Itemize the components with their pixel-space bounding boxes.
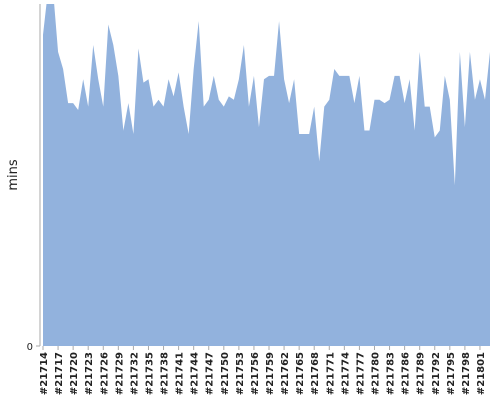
x-tick-label: #21729 [114, 352, 125, 395]
x-tick-label: #21723 [84, 352, 95, 395]
x-tick-label: #21792 [431, 352, 442, 395]
x-tick-label: #21747 [205, 352, 216, 395]
x-tick-label: #21786 [401, 352, 412, 395]
area [43, 4, 490, 346]
x-tick-label: #21720 [69, 352, 80, 395]
plot-area [43, 4, 490, 346]
x-tick-label: #21756 [250, 352, 261, 395]
x-tick-label: #21759 [265, 352, 276, 395]
x-tick-label: #21795 [446, 352, 457, 395]
y-axis-label: mins [6, 159, 21, 191]
x-tick-label: #21741 [175, 352, 186, 395]
x-tick-label: #21738 [160, 352, 171, 395]
x-tick-label: #21768 [310, 352, 321, 395]
y-tick-label: 0 [27, 342, 33, 353]
x-tick-label: #21714 [39, 352, 50, 395]
x-tick-label: #21798 [461, 352, 472, 395]
x-tick-label: #21753 [235, 352, 246, 395]
x-tick-label: #21783 [386, 352, 397, 395]
x-tick-label: #21735 [144, 352, 155, 395]
x-tick-label: #21774 [340, 352, 351, 395]
x-tick-label: #21765 [295, 352, 306, 395]
x-tick-label: #21780 [370, 352, 381, 395]
x-tick-label: #21801 [476, 352, 487, 395]
x-tick-label: #21732 [129, 352, 140, 395]
x-tick-label: #21717 [54, 352, 65, 395]
x-tick-label: #21771 [325, 352, 336, 395]
x-tick-label: #21750 [220, 352, 231, 395]
x-tick-label: #21777 [355, 352, 366, 395]
x-tick-label: #21762 [280, 352, 291, 395]
x-tick-label: #21744 [190, 352, 201, 395]
x-tick-label: #21726 [99, 352, 110, 395]
x-tick-label: #21789 [416, 352, 427, 395]
